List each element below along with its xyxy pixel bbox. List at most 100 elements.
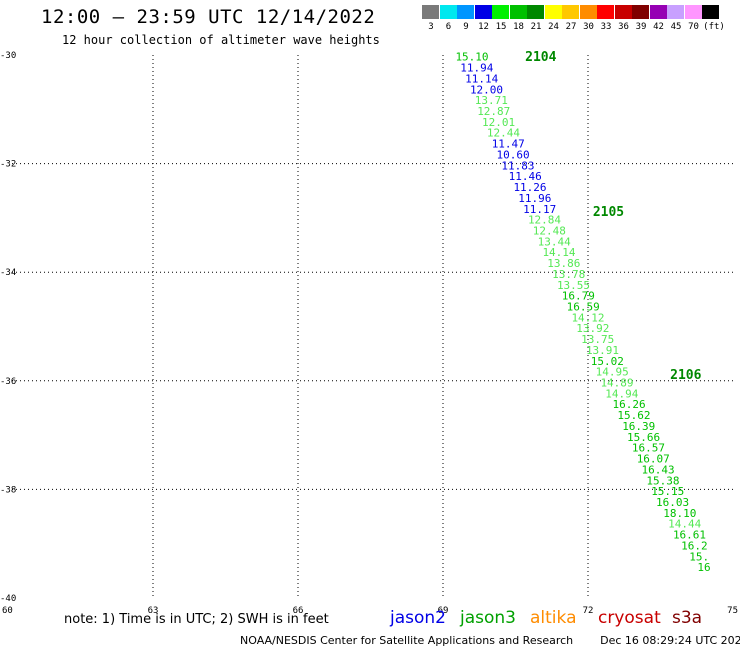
scale-swatch: [562, 5, 579, 19]
scale-label: 70: [688, 22, 699, 32]
wave-height-point: 16.59: [567, 300, 600, 313]
wave-height-point: 15.66: [627, 431, 660, 444]
satellite-label-jason3: jason3: [460, 608, 516, 628]
scale-label: 6: [445, 22, 452, 32]
y-tick-label: -36: [0, 377, 16, 387]
scale-label: 12: [478, 22, 489, 32]
scale-label: 36: [618, 22, 629, 32]
scale-label: 33: [600, 22, 612, 32]
x-tick-label: 63: [148, 606, 159, 616]
wave-height-point: 16.2: [681, 539, 708, 552]
wave-height-point: 16.39: [622, 420, 655, 433]
y-tick-label: -30: [0, 51, 16, 61]
scale-swatch: [544, 5, 562, 19]
y-tick-label: -40: [0, 594, 16, 604]
scale-swatch: [492, 5, 509, 19]
wave-height-point: 11.17: [523, 203, 556, 216]
wave-height-point: 12.01: [482, 116, 515, 129]
wave-height-point: 12.87: [477, 105, 510, 118]
scale-label: 24: [548, 22, 559, 32]
scale-label: 9: [463, 22, 469, 32]
scale-swatch: [684, 5, 702, 19]
y-tick-label: -34: [0, 268, 16, 278]
wave-height-point: 14.14: [542, 246, 575, 259]
wave-height-point: 14.12: [571, 311, 604, 324]
wave-height-point: 15.62: [617, 409, 650, 422]
time-label: 2104: [525, 50, 556, 65]
wave-height-point: 14.44: [668, 518, 701, 531]
satellite-label-jason2: jason2: [390, 608, 446, 628]
scale-unit-label: (ft): [703, 22, 725, 32]
scale-swatch: [527, 5, 544, 19]
footer-timestamp: Dec 16 08:29:24 UTC 2022: [600, 634, 740, 647]
wave-height-point: 13.78: [552, 268, 585, 281]
wave-height-point: 15.02: [591, 355, 624, 368]
scale-label: 15: [495, 22, 507, 32]
wave-height-point: 11.83: [501, 159, 534, 172]
scale-swatch: [649, 5, 667, 19]
wave-height-point: 16: [697, 561, 710, 574]
wave-height-point: 11.96: [518, 192, 551, 205]
scale-swatch: [614, 5, 632, 19]
wave-height-point: 11.26: [513, 181, 546, 194]
wave-height-point: 13.55: [557, 279, 590, 292]
wave-height-point: 16.07: [637, 453, 670, 466]
satellite-label-altika: altika: [530, 608, 577, 628]
scale-swatch: [632, 5, 649, 19]
wave-height-point: 15.: [689, 550, 709, 563]
wave-height-point: 12.48: [533, 224, 566, 237]
scale-swatch: [667, 5, 684, 19]
scale-label: 3: [428, 22, 434, 32]
y-tick-label: -38: [0, 485, 16, 495]
scale-swatch: [597, 5, 614, 19]
wave-height-point: 16.03: [656, 496, 689, 509]
scale-swatch: [457, 5, 474, 19]
scale-swatch: [439, 5, 457, 19]
scale-label: 42: [653, 22, 664, 32]
wave-height-point: 12.00: [470, 83, 503, 96]
wave-height-point: 13.92: [576, 322, 609, 335]
wave-height-point: 15.10: [455, 51, 488, 64]
y-tick-label: -32: [0, 160, 16, 170]
scale-label: 27: [565, 22, 577, 32]
x-tick-label: 72: [583, 606, 594, 616]
wave-height-point: 13.86: [547, 257, 580, 270]
wave-height-point: 15.15: [651, 485, 684, 498]
x-tick-label: 69: [438, 606, 449, 616]
scale-label: 45: [670, 22, 682, 32]
footer: NOAA/NESDIS Center for Satellite Applica…: [240, 634, 740, 647]
wave-height-point: 15.38: [646, 474, 679, 487]
footer-source: NOAA/NESDIS Center for Satellite Applica…: [240, 634, 574, 647]
scale-swatch: [422, 5, 439, 19]
wave-height-point: 13.44: [538, 235, 571, 248]
wave-height-point: 14.89: [600, 377, 633, 390]
scale-swatch: [702, 5, 719, 19]
wave-height-point: 16.43: [642, 463, 675, 476]
time-label: 2106: [670, 368, 701, 383]
wave-height-point: 13.71: [475, 94, 508, 107]
wave-height-point: 16.79: [562, 290, 595, 303]
x-tick-label: 75: [727, 606, 738, 616]
wave-height-point: 10.60: [497, 148, 530, 161]
wave-height-point: 12.44: [487, 127, 520, 140]
scale-swatch: [579, 5, 597, 19]
wave-height-point: 14.94: [605, 387, 638, 400]
wave-height-point: 11.47: [492, 138, 525, 151]
satellite-label-cryosat: cryosat: [598, 608, 661, 628]
time-label: 2105: [593, 205, 624, 220]
scale-swatch: [474, 5, 492, 19]
chart-title: 12:00 – 23:59 UTC 12/14/2022: [41, 6, 376, 28]
wave-height-point: 12.84: [528, 214, 561, 227]
wave-height-point: 16.26: [613, 398, 646, 411]
satellite-label-s3a: s3a: [672, 608, 703, 628]
scale-swatch: [509, 5, 527, 19]
scale-label: 39: [635, 22, 647, 32]
x-tick-label: 60: [2, 606, 13, 616]
scale-label: 18: [513, 22, 524, 32]
wave-height-point: 14.95: [596, 366, 629, 379]
wave-height-point: 11.94: [460, 62, 493, 75]
units-note: note: 1) Time is in UTC; 2) SWH is in fe…: [64, 612, 329, 627]
wave-height-point: 16.57: [632, 442, 665, 455]
scale-label: 30: [583, 22, 594, 32]
